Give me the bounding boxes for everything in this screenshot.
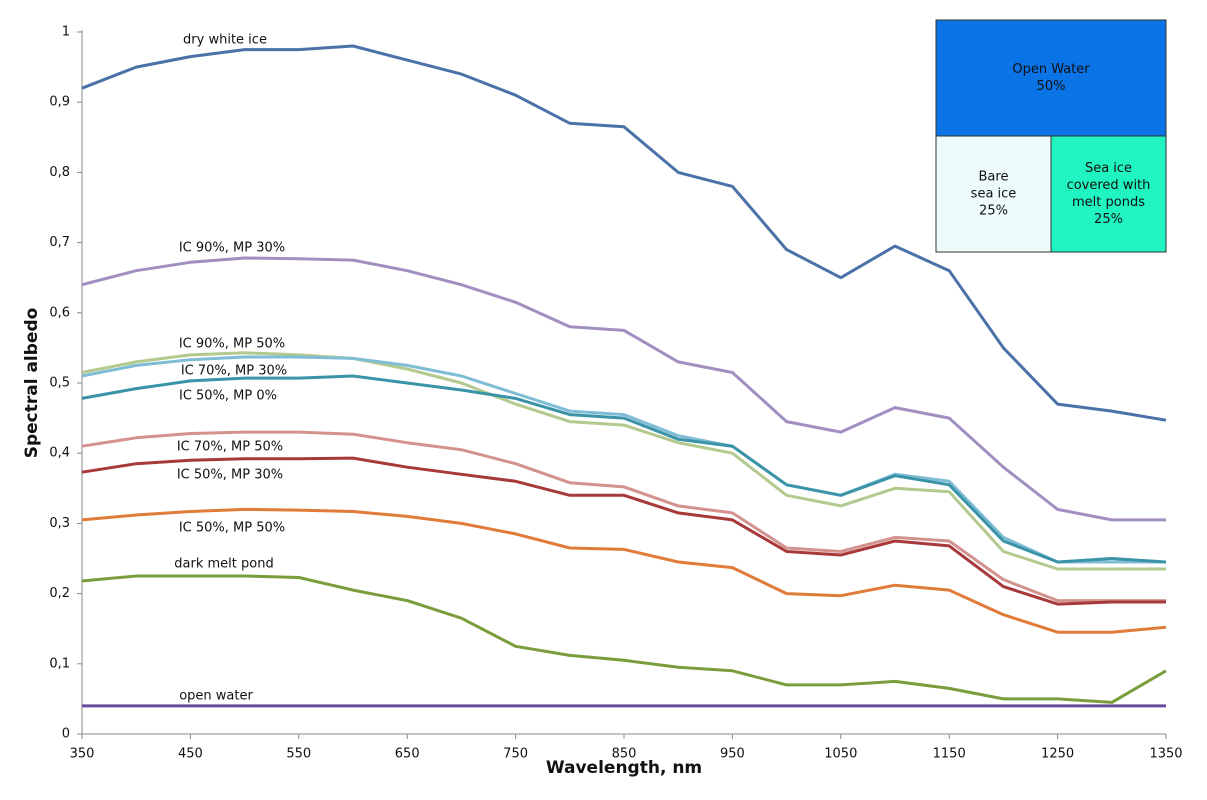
inset-box [1050,135,1167,253]
x-tick-label: 850 [612,747,637,762]
y-tick-label: 0,3 [49,516,70,531]
y-tick-label: 0,8 [49,165,70,180]
series-line [81,430,1166,603]
x-axis-title: Wavelength, nm [546,758,702,778]
x-tick-label: 1050 [824,747,857,762]
y-tick-label: 0,1 [49,656,70,671]
inset-label: Bare [979,170,1009,185]
y-tick-label: 0,7 [49,235,70,250]
x-tick-label: 1150 [933,747,966,762]
series-line [81,374,1167,564]
series-line [81,256,1166,522]
inset-label: Sea ice [1085,161,1132,176]
x-tick-label: 350 [70,747,95,762]
series-label: IC 50%, MP 30% [177,468,283,483]
y-tick-label: 0,5 [49,376,70,391]
inset-label: 25% [1094,212,1123,227]
inset-label: 25% [979,204,1008,219]
series-line [81,351,1166,571]
inset-label: sea ice [971,187,1017,202]
series-line [81,44,1167,422]
inset-label: covered with [1067,178,1151,193]
series-label: IC 70%, MP 30% [181,364,287,379]
series-label: IC 70%, MP 50% [177,440,283,455]
x-tick-label: 450 [178,747,203,762]
x-tick-label: 950 [720,747,745,762]
y-tick-label: 0 [62,727,70,742]
x-tick-label: 750 [503,747,528,762]
series-line [81,574,1167,704]
y-axis-title: Spectral albedo [22,308,42,459]
inset-label: Open Water [1012,62,1090,77]
inset-label: melt ponds [1072,195,1145,210]
series-label: dark melt pond [174,557,273,572]
x-tick-label: 650 [395,747,420,762]
y-tick-label: 1 [62,25,70,40]
y-tick-label: 0,4 [49,446,70,461]
y-tick-label: 0,9 [49,95,70,110]
x-tick-label: 1250 [1041,747,1074,762]
inset-label: 50% [1037,79,1066,94]
x-tick-label: 1350 [1149,747,1182,762]
y-tick-label: 0,2 [49,586,70,601]
series-line [81,456,1166,606]
series-label: dry white ice [183,33,267,48]
inset-box [935,135,1052,253]
y-tick-label: 0,6 [49,305,70,320]
series-line [81,507,1167,634]
series-label: IC 50%, MP 50% [179,521,285,536]
series-label: open water [179,689,253,704]
series-line [81,355,1166,564]
series-label: IC 50%, MP 0% [179,389,277,404]
inset-box [935,19,1167,137]
series-label: IC 90%, MP 50% [179,337,285,352]
series-label: IC 90%, MP 30% [179,241,285,256]
x-tick-label: 550 [286,747,311,762]
